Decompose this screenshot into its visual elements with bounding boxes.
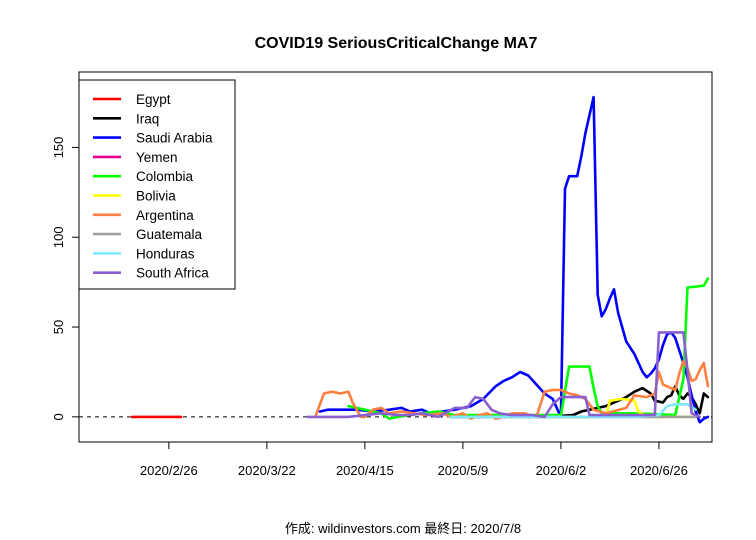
y-axis: 0 50 100 150	[51, 137, 80, 420]
legend-label-argentina: Argentina	[136, 208, 194, 223]
x-tick-label: 2020/2/26	[140, 463, 198, 478]
x-tick-label: 2020/6/2	[536, 463, 587, 478]
chart-title: COVID19 SeriousCriticalChange MA7	[255, 35, 538, 52]
y-tick-label: 0	[51, 413, 66, 420]
chart-footer: 作成: wildinvestors.com 最終日: 2020/7/8	[285, 521, 521, 536]
series-group	[130, 95, 710, 424]
legend-label-bolivia: Bolivia	[136, 189, 176, 204]
series-line-saudi-arabia	[318, 95, 710, 424]
x-tick-label: 2020/5/9	[438, 463, 489, 478]
legend-label-yemen: Yemen	[136, 150, 178, 165]
legend-label-honduras: Honduras	[136, 246, 195, 261]
series-line-honduras	[449, 402, 698, 419]
series-line-south-africa	[306, 331, 702, 419]
x-tick-label: 2020/6/26	[630, 463, 688, 478]
x-axis: 2020/2/26 2020/3/22 2020/4/15 2020/5/9 2020/…	[140, 441, 688, 478]
legend-label-south-africa: South Africa	[136, 266, 209, 281]
legend: Egypt Iraq Saudi Arabia Yemen Colombia Bolivi…	[78, 79, 236, 290]
legend-label-guatemala: Guatemala	[136, 227, 203, 242]
legend-label-colombia: Colombia	[136, 169, 194, 184]
y-tick-label: 150	[51, 137, 66, 159]
legend-label-iraq: Iraq	[136, 111, 159, 126]
legend-label-egypt: Egypt	[136, 92, 171, 107]
x-tick-label: 2020/3/22	[238, 463, 296, 478]
y-tick-label: 50	[51, 320, 66, 334]
series-line-iraq	[449, 384, 710, 419]
x-tick-label: 2020/4/15	[336, 463, 394, 478]
legend-label-saudi-arabia: Saudi Arabia	[136, 131, 213, 146]
series-line-argentina	[314, 359, 710, 421]
y-tick-label: 100	[51, 226, 66, 248]
